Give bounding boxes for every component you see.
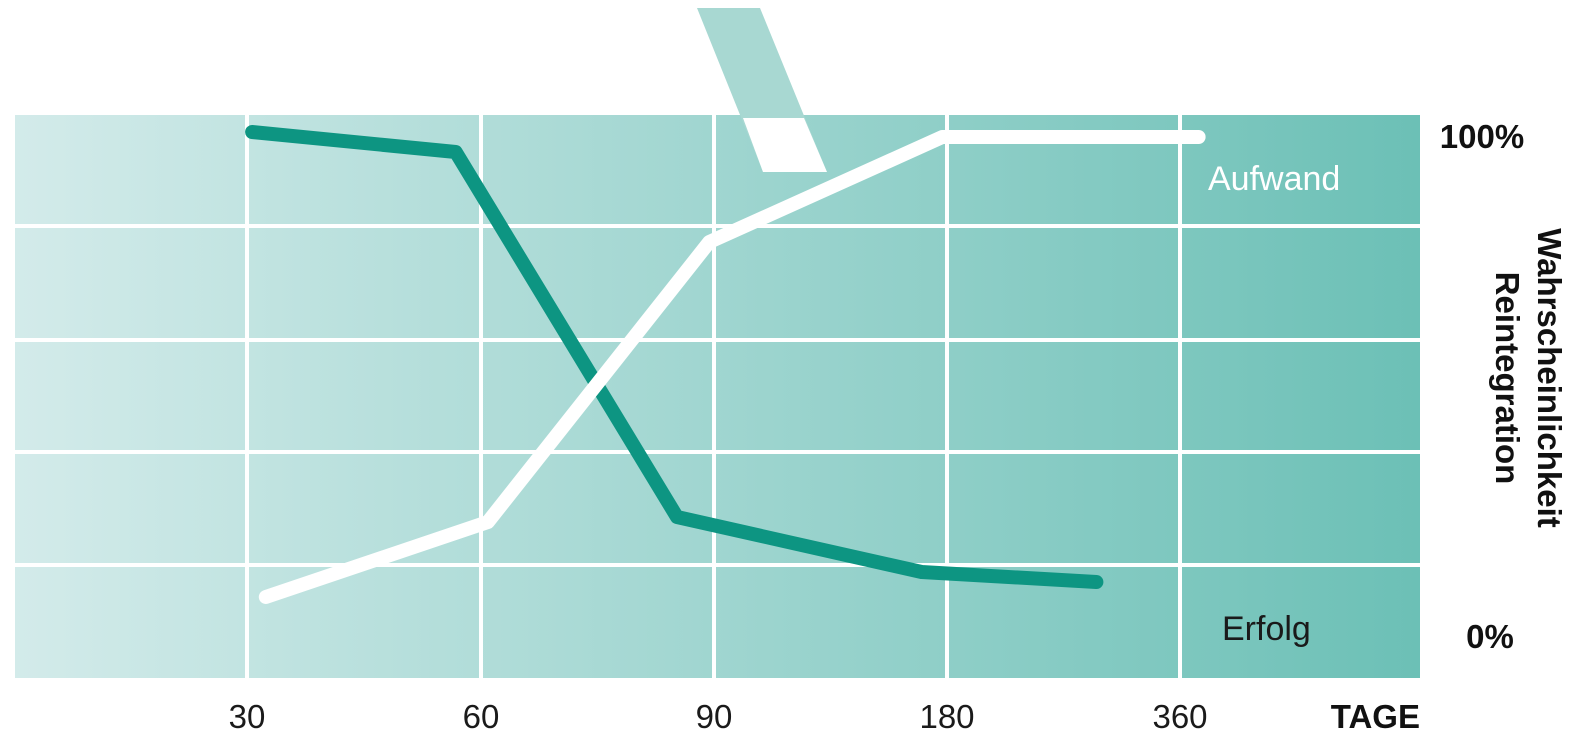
plot-background (15, 115, 1420, 678)
x-tick-label-180: 180 (919, 698, 974, 735)
decorative-ribbon-overlap (743, 118, 827, 172)
y-axis-label-line-1: Wahrscheinlichkeit (1531, 228, 1568, 528)
x-tick-label-360: 360 (1152, 698, 1207, 735)
y-axis-label-line-2: Reintegration (1489, 272, 1526, 485)
x-axis-label: TAGE (1331, 698, 1420, 735)
y-tick-label-bottom: 0% (1466, 618, 1514, 655)
grid-lines (15, 115, 1420, 678)
x-tick-label-30: 30 (229, 698, 266, 735)
series-label-aufwand: Aufwand (1208, 160, 1340, 198)
series-label-erfolg: Erfolg (1222, 610, 1311, 648)
series-line-erfolg (245, 125, 1104, 589)
x-tick-label-60: 60 (463, 698, 500, 735)
series-line-aufwand (258, 130, 1206, 604)
x-tick-labels: 30 60 90 180 360 (229, 698, 1208, 735)
x-tick-label-90: 90 (696, 698, 733, 735)
y-tick-label-top: 100% (1440, 118, 1524, 155)
series-layer (245, 125, 1206, 604)
